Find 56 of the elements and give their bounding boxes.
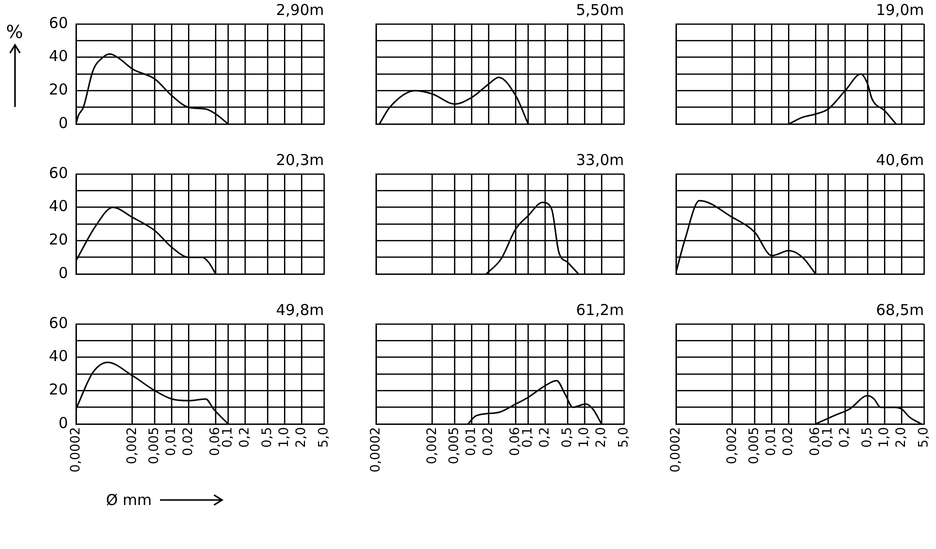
y-tick-label: 60 <box>48 164 68 182</box>
x-tick-label: 1,0 <box>576 427 592 448</box>
x-tick-label: 0,2 <box>538 427 553 448</box>
chart-title: 19,0m <box>876 0 924 19</box>
x-tick-label: 0,2 <box>838 427 853 448</box>
x-tick-label: 5,0 <box>916 427 932 448</box>
chart-title: 61,2m <box>576 300 624 319</box>
chart-title: 5,50m <box>576 0 624 19</box>
chart-title: 49,8m <box>276 300 324 319</box>
y-tick-label: 20 <box>48 230 68 249</box>
x-tick-label: 0,5 <box>860 427 875 448</box>
x-tick-label: 0,1 <box>520 427 536 448</box>
y-tick-label: 0 <box>58 114 68 132</box>
chart-title: 2,90m <box>276 0 324 19</box>
x-tick-label: 0,02 <box>481 427 496 456</box>
x-tick-label: 0,0002 <box>68 427 84 472</box>
y-tick-label: 60 <box>48 14 68 32</box>
x-tick-label: 0,02 <box>781 427 796 456</box>
x-tick-label: 0,2 <box>238 427 253 448</box>
x-tick-label: 5,0 <box>616 427 632 448</box>
x-tick-label: 0,002 <box>124 427 140 464</box>
x-tick-label: 1,0 <box>276 427 292 448</box>
x-tick-label: 5,0 <box>316 427 332 448</box>
x-tick-label: 0,005 <box>747 427 762 464</box>
y-tick-label: 20 <box>48 380 68 399</box>
x-tick-label: 0,01 <box>464 427 480 456</box>
x-tick-label: 0,005 <box>447 427 462 464</box>
x-tick-label: 0,002 <box>424 427 440 464</box>
x-tick-label: 2,0 <box>894 427 909 448</box>
y-tick-label: 20 <box>48 80 68 99</box>
y-tick-label: 0 <box>58 414 68 432</box>
chart-title: 40,6m <box>876 150 924 169</box>
x-tick-label: 0,01 <box>764 427 780 456</box>
x-tick-label: 0,5 <box>560 427 575 448</box>
x-tick-label: 2,0 <box>294 427 309 448</box>
x-tick-label: 0,5 <box>260 427 275 448</box>
y-axis-title: % <box>6 22 24 43</box>
x-tick-label: 1,0 <box>876 427 892 448</box>
y-tick-label: 40 <box>48 347 68 366</box>
y-tick-label: 40 <box>48 47 68 66</box>
x-axis-title: Ø mm <box>106 491 152 509</box>
x-tick-label: 0,002 <box>724 427 740 464</box>
x-tick-label: 0,01 <box>164 427 180 456</box>
chart-title: 33,0m <box>576 150 624 169</box>
x-tick-label: 0,0002 <box>668 427 684 472</box>
x-tick-label: 0,1 <box>820 427 836 448</box>
x-tick-label: 0,02 <box>181 427 196 456</box>
chart-title: 68,5m <box>876 300 924 319</box>
y-tick-label: 0 <box>58 264 68 282</box>
y-tick-label: 60 <box>48 314 68 332</box>
x-tick-label: 0,0002 <box>368 427 384 472</box>
chart-title: 20,3m <box>276 150 324 169</box>
x-tick-label: 0,1 <box>220 427 236 448</box>
y-tick-label: 40 <box>48 197 68 216</box>
x-tick-label: 0,005 <box>147 427 162 464</box>
x-tick-label: 2,0 <box>594 427 609 448</box>
